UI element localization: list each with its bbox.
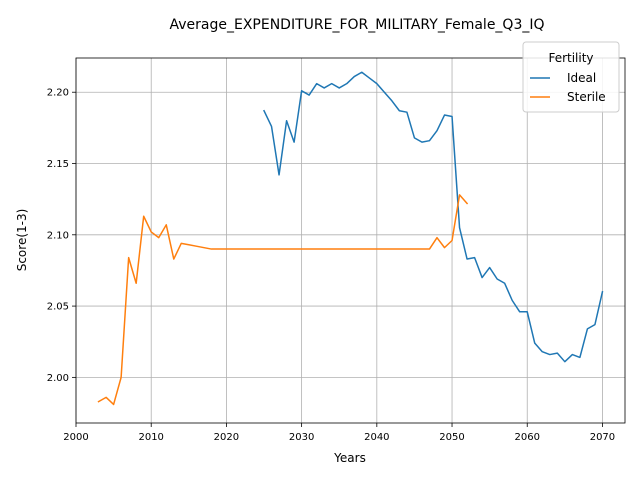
series-lines: [97, 71, 604, 406]
y-tick-label: 2.15: [47, 159, 69, 170]
x-axis-label: Years: [333, 451, 366, 465]
x-tick-label: 2040: [364, 432, 389, 443]
legend-box: [522, 41, 620, 113]
grid: [75, 58, 625, 423]
x-tick-label: 2060: [515, 432, 540, 443]
chart-title: Average_EXPENDITURE_FOR_MILITARY_Female_…: [169, 17, 544, 33]
x-tick-label: 2000: [63, 432, 88, 443]
y-tick-label: 2.05: [47, 302, 69, 313]
legend-label-ideal: Ideal: [567, 71, 596, 85]
axis-ticks: 2000 2010 2020 2030 2040 2050 2060 2070 2.00 2.05…: [47, 88, 615, 443]
legend-title: Fertility: [548, 51, 593, 65]
y-tick-label: 2.00: [47, 373, 69, 384]
y-axis-label: Score(1-3): [15, 209, 29, 272]
series-line-sterile: [97, 194, 469, 406]
y-tick-label: 2.20: [47, 88, 69, 99]
x-tick-label: 2030: [289, 432, 314, 443]
x-tick-label: 2070: [590, 432, 615, 443]
x-tick-label: 2020: [214, 432, 239, 443]
series-line-ideal: [263, 71, 604, 363]
plot-frame: [75, 57, 626, 424]
x-tick-label: 2050: [439, 432, 464, 443]
x-tick-label: 2010: [138, 432, 163, 443]
legend-label-sterile: Sterile: [567, 90, 606, 104]
legend: Fertility Ideal Sterile: [522, 41, 620, 113]
legend-entries: Ideal Sterile: [530, 71, 606, 104]
y-tick-label: 2.10: [47, 230, 69, 241]
